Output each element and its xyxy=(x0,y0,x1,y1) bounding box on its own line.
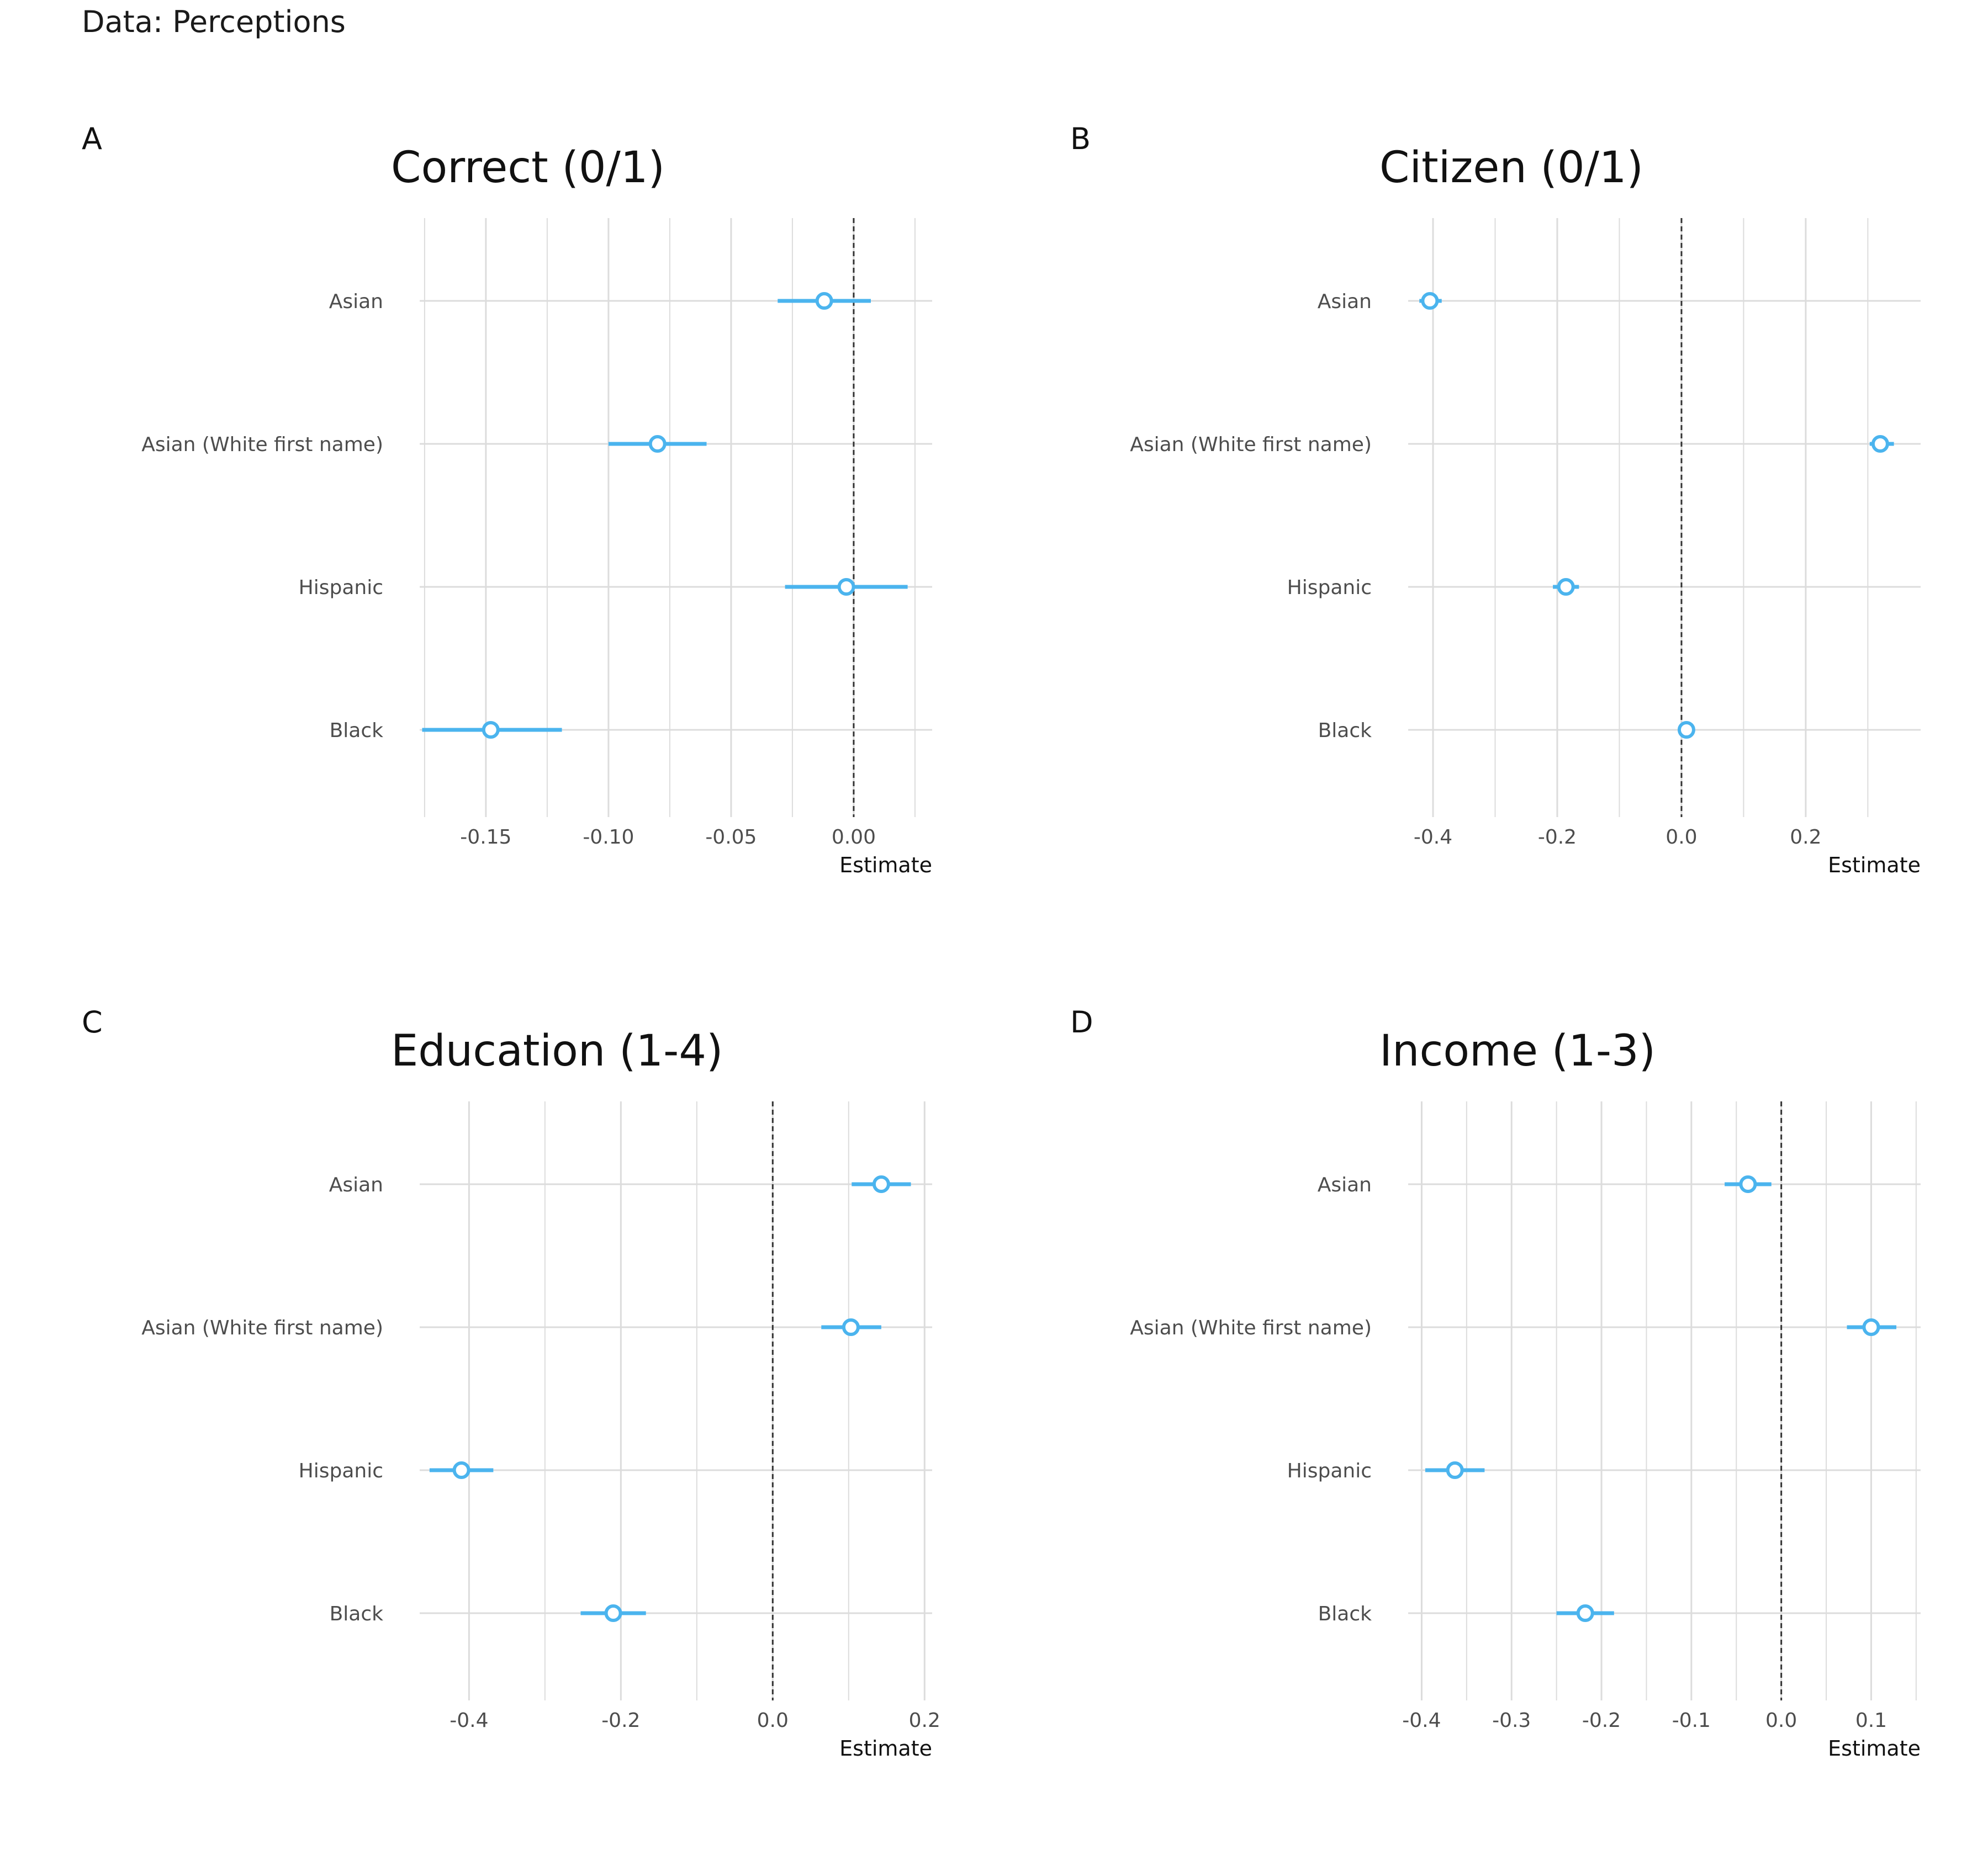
x-tick-label: -0.4 xyxy=(1402,1709,1441,1732)
category-label: Hispanic xyxy=(1287,1460,1372,1482)
x-axis-title: Estimate xyxy=(839,853,932,877)
x-tick-label: -0.2 xyxy=(1582,1709,1621,1732)
category-label: Asian xyxy=(329,1174,383,1196)
x-axis-title: Estimate xyxy=(1828,1736,1921,1761)
point-estimate xyxy=(1871,435,1889,453)
x-tick-label: 0.2 xyxy=(1790,826,1821,849)
category-label: Black xyxy=(1318,719,1372,742)
panel-d: D Income (1-3) -0.4 -0.3 -0.2 -0.1 0.0 0.1 Asian… xyxy=(988,977,1971,1855)
panel-title: Income (1-3) xyxy=(1379,1026,1656,1076)
panel-title: Citizen (0/1) xyxy=(1379,143,1643,193)
category-label: Hispanic xyxy=(299,576,383,599)
category-label: Asian (White first name) xyxy=(1130,1317,1372,1339)
category-label: Asian (White first name) xyxy=(141,433,383,456)
point-estimate xyxy=(1677,721,1695,739)
x-tick-label: -0.2 xyxy=(601,1709,640,1732)
chart-svg: A Correct (0/1) -0.15 -0.10 -0.05 0.00 Asian As… xyxy=(82,121,932,877)
point-estimate xyxy=(648,435,667,453)
category-label: Asian (White first name) xyxy=(1130,433,1372,456)
point-estimate xyxy=(837,578,855,596)
x-tick-label: -0.05 xyxy=(705,826,757,849)
x-tick-label: -0.3 xyxy=(1492,1709,1531,1732)
point-estimate xyxy=(815,292,833,310)
x-axis-title: Estimate xyxy=(839,1736,932,1761)
point-estimate xyxy=(1739,1175,1757,1193)
category-label: Asian xyxy=(1318,1174,1372,1196)
point-estimate xyxy=(1421,292,1439,310)
x-axis-title: Estimate xyxy=(1828,853,1921,877)
x-tick-label: -0.4 xyxy=(1414,826,1452,849)
category-label: Asian xyxy=(1318,290,1372,313)
x-tick-label: -0.1 xyxy=(1672,1709,1711,1732)
panel-tag: D xyxy=(1070,1005,1093,1040)
point-estimate xyxy=(1576,1604,1594,1622)
category-label: Black xyxy=(330,1603,384,1625)
point-estimate xyxy=(482,721,500,739)
panel-tag: C xyxy=(82,1005,103,1040)
category-label: Asian (White first name) xyxy=(141,1317,383,1339)
x-tick-label: 0.0 xyxy=(1765,1709,1797,1732)
chart-svg: B Citizen (0/1) -0.4 -0.2 0.0 0.2 Asian Asian (… xyxy=(1070,121,1921,877)
point-estimate xyxy=(872,1175,890,1193)
panel-c: C Education (1-4) -0.4 -0.2 0.0 0.2 Asian Asian… xyxy=(0,977,983,1855)
point-estimate xyxy=(1862,1318,1880,1336)
x-tick-label: 0.2 xyxy=(909,1709,940,1732)
panel-title: Correct (0/1) xyxy=(391,143,665,193)
x-tick-label: 0.0 xyxy=(1666,826,1697,849)
x-tick-label: -0.15 xyxy=(460,826,511,849)
point-estimate xyxy=(842,1318,860,1336)
category-label: Hispanic xyxy=(299,1460,383,1482)
panel-tag: A xyxy=(82,121,102,156)
point-estimate xyxy=(604,1604,622,1622)
point-estimate xyxy=(1557,578,1575,596)
panel-b: B Citizen (0/1) -0.4 -0.2 0.0 0.2 Asian Asian (… xyxy=(988,94,1971,972)
panel-title: Education (1-4) xyxy=(391,1026,723,1076)
category-label: Hispanic xyxy=(1287,576,1372,599)
category-label: Black xyxy=(330,719,384,742)
x-tick-label: 0.1 xyxy=(1855,1709,1887,1732)
chart-svg: D Income (1-3) -0.4 -0.3 -0.2 -0.1 0.0 0.1 Asian… xyxy=(1070,1005,1921,1761)
data-source-caption: Data: Perceptions xyxy=(82,4,346,39)
x-tick-label: 0.00 xyxy=(832,826,876,849)
x-tick-label: -0.10 xyxy=(583,826,634,849)
x-tick-label: -0.2 xyxy=(1538,826,1577,849)
category-label: Black xyxy=(1318,1603,1372,1625)
category-label: Asian xyxy=(329,290,383,313)
panel-a: A Correct (0/1) -0.15 -0.10 -0.05 0.00 Asian As… xyxy=(0,94,983,972)
x-tick-label: 0.0 xyxy=(757,1709,789,1732)
point-estimate xyxy=(1446,1461,1464,1479)
x-tick-label: -0.4 xyxy=(450,1709,488,1732)
point-estimate xyxy=(452,1461,470,1479)
panel-tag: B xyxy=(1070,121,1091,156)
chart-svg: C Education (1-4) -0.4 -0.2 0.0 0.2 Asian Asian… xyxy=(82,1005,940,1761)
